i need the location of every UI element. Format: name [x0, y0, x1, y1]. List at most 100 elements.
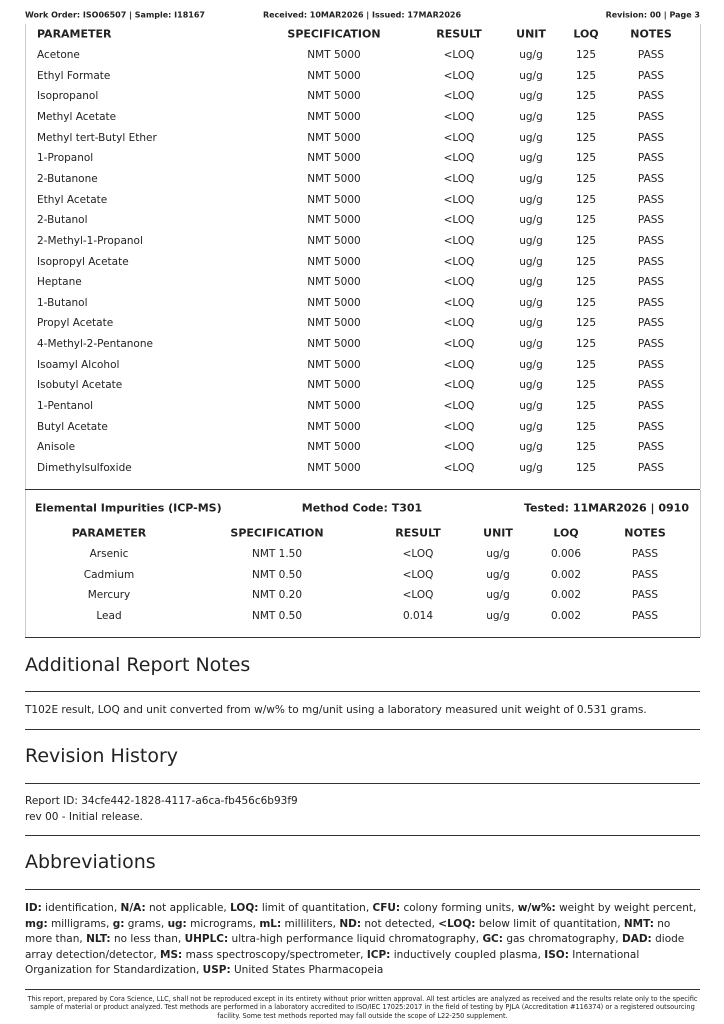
cell: NMT 5000 — [307, 441, 361, 454]
section-heading: Revision History — [25, 745, 179, 767]
cell: PASS — [637, 49, 665, 61]
cell: <LOQ — [443, 379, 475, 392]
cell: <LOQ — [402, 548, 434, 560]
cell: PASS — [637, 296, 665, 309]
cell: NMT 5000 — [307, 90, 361, 103]
abbreviation-term: LOQ: — [230, 902, 259, 914]
abbreviation-definition: not applicable, — [149, 902, 227, 914]
cell: <LOQ — [443, 172, 475, 185]
abbreviation-definition: limit of quantitation, — [261, 902, 370, 914]
border — [700, 490, 701, 637]
cell: PASS — [631, 548, 659, 560]
parameter-name: Arsenic — [89, 548, 129, 560]
parameter-name: 2-Butanone — [37, 172, 98, 185]
cell: NMT 5000 — [307, 276, 361, 289]
cell: NMT 5000 — [307, 49, 361, 61]
column-header: SPECIFICATION — [287, 27, 381, 41]
cell: PASS — [637, 441, 665, 454]
column-header: LOQ — [573, 27, 599, 41]
border — [700, 24, 701, 489]
column-header: NOTES — [624, 526, 666, 540]
cell: ug/g — [519, 379, 543, 392]
parameter-name: Isopropanol — [37, 90, 99, 103]
abbreviation-definition: micrograms, — [190, 917, 256, 930]
cell: <LOQ — [443, 358, 475, 371]
parameter-name: Isoamyl Alcohol — [37, 358, 120, 371]
cell: 0.002 — [550, 568, 582, 581]
abbreviation-definition: International Organization for Standardi… — [25, 948, 640, 977]
cell: ug/g — [519, 358, 543, 371]
parameter-name: Propyl Acetate — [37, 317, 114, 330]
parameter-name: 2-Butanol — [37, 214, 88, 227]
cell: NMT 5000 — [307, 234, 361, 247]
cell: 125 — [575, 317, 597, 330]
column-header: RESULT — [436, 27, 482, 41]
parameter-name: Heptane — [37, 276, 82, 289]
border — [25, 24, 26, 489]
cell: ug/g — [486, 548, 510, 560]
divider — [25, 835, 700, 836]
cell: ug/g — [519, 255, 543, 268]
cell: 0.014 — [402, 610, 434, 623]
cell: PASS — [637, 69, 665, 82]
cell: ug/g — [486, 589, 510, 602]
cell: 125 — [575, 358, 597, 371]
column-header: RESULT — [395, 526, 441, 540]
abbreviations-text: ID: identification, N/A: not applicable,… — [25, 901, 700, 979]
cell: 125 — [575, 131, 597, 144]
column-header: SPECIFICATION — [230, 526, 324, 540]
section-heading: Additional Report Notes — [25, 654, 251, 676]
abbreviation-definition: no less than, — [113, 933, 182, 945]
revision-entry: rev 00 - Initial release. — [25, 811, 143, 823]
parameter-name: Cadmium — [83, 568, 135, 581]
cell: PASS — [637, 338, 665, 351]
footer-disclaimer: This report, prepared by Cora Science, L… — [27, 995, 698, 1020]
report-id: Report ID: 34cfe442-1828-4117-a6ca-fb456… — [25, 795, 298, 807]
parameter-name: Methyl Acetate — [37, 110, 117, 123]
divider — [25, 889, 700, 890]
parameter-name: Lead — [96, 610, 122, 623]
abbreviation-term: DAD: — [622, 933, 652, 945]
cell: 125 — [575, 234, 597, 247]
cell: ug/g — [519, 317, 543, 330]
abbreviation-definition: below limit of quantitation, — [478, 917, 621, 930]
cell: ug/g — [519, 296, 543, 309]
abbreviation-definition: gas chromatography, — [506, 933, 619, 945]
abbreviation-definition: mass spectroscopy/spectrometer, — [185, 948, 364, 961]
cell: PASS — [637, 379, 665, 392]
cell: 0.002 — [550, 589, 582, 602]
cell: NMT 5000 — [307, 131, 361, 144]
cell: <LOQ — [443, 152, 475, 165]
abbreviation-term: ICP: — [366, 948, 391, 961]
divider — [25, 989, 700, 990]
cell: NMT 5000 — [307, 462, 361, 474]
parameter-name: Acetone — [37, 49, 80, 61]
cell: <LOQ — [443, 400, 475, 413]
cell: 125 — [575, 214, 597, 227]
abbreviation-definition: not detected, — [364, 917, 435, 930]
cell: ug/g — [519, 276, 543, 289]
abbreviation-definition: United States Pharmacopeia — [234, 964, 384, 976]
cell: <LOQ — [443, 441, 475, 454]
parameter-name: Isobutyl Acetate — [37, 379, 123, 392]
cell: ug/g — [519, 110, 543, 123]
divider — [25, 489, 700, 490]
column-header: LOQ — [553, 526, 579, 540]
cell: <LOQ — [443, 69, 475, 82]
cell: PASS — [637, 131, 665, 144]
cell: NMT 5000 — [307, 193, 361, 206]
cell: 125 — [575, 255, 597, 268]
cell: NMT 0.50 — [251, 610, 303, 623]
cell: 125 — [575, 441, 597, 454]
cell: PASS — [637, 358, 665, 371]
abbreviation-term: g: — [112, 917, 125, 930]
cell: 125 — [575, 400, 597, 413]
cell: <LOQ — [443, 296, 475, 309]
abbreviation-term: CFU: — [372, 902, 401, 914]
cell: PASS — [637, 276, 665, 289]
cell: ug/g — [519, 90, 543, 103]
cell: PASS — [637, 214, 665, 227]
cell: ug/g — [519, 49, 543, 61]
parameter-name: Methyl tert-Butyl Ether — [37, 131, 157, 144]
